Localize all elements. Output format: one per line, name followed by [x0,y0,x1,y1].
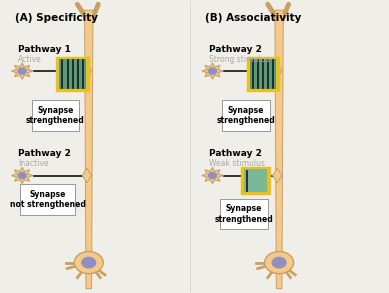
Text: Weak stimulus: Weak stimulus [209,159,265,168]
Circle shape [272,257,286,268]
Text: Pathway 1: Pathway 1 [18,45,71,54]
Text: Active: Active [18,55,42,64]
FancyBboxPatch shape [32,100,79,131]
Polygon shape [202,63,223,79]
FancyBboxPatch shape [220,199,268,229]
Polygon shape [273,64,282,78]
FancyBboxPatch shape [20,184,75,215]
FancyBboxPatch shape [56,57,89,91]
Text: Synapse
strengthened: Synapse strengthened [216,105,275,125]
Polygon shape [84,10,93,289]
Polygon shape [273,168,282,183]
Circle shape [74,252,103,274]
Polygon shape [202,167,223,184]
Text: Inactive: Inactive [18,159,49,168]
Text: (B) Associativity: (B) Associativity [205,13,301,23]
FancyBboxPatch shape [244,169,266,192]
Polygon shape [82,64,91,78]
Text: Pathway 2: Pathway 2 [209,149,261,158]
Text: Pathway 2: Pathway 2 [18,149,71,158]
Text: Pathway 2: Pathway 2 [209,45,261,54]
FancyBboxPatch shape [247,57,279,91]
Polygon shape [82,168,91,183]
FancyBboxPatch shape [241,167,270,194]
Polygon shape [275,10,283,289]
Circle shape [18,173,26,179]
Circle shape [209,173,217,179]
Circle shape [209,68,217,74]
Polygon shape [12,63,33,79]
Polygon shape [12,167,33,184]
Circle shape [82,257,96,268]
Text: Synapse
strengthened: Synapse strengthened [214,204,273,224]
Text: (A) Specificity: (A) Specificity [14,13,98,23]
Text: Strong stimulus: Strong stimulus [209,55,269,64]
Circle shape [265,252,294,274]
FancyBboxPatch shape [60,59,86,89]
FancyBboxPatch shape [250,59,276,89]
FancyBboxPatch shape [222,100,270,131]
Circle shape [18,68,26,74]
Text: Synapse
strengthened: Synapse strengthened [26,105,85,125]
Text: Synapse
not strengthened: Synapse not strengthened [10,190,86,209]
